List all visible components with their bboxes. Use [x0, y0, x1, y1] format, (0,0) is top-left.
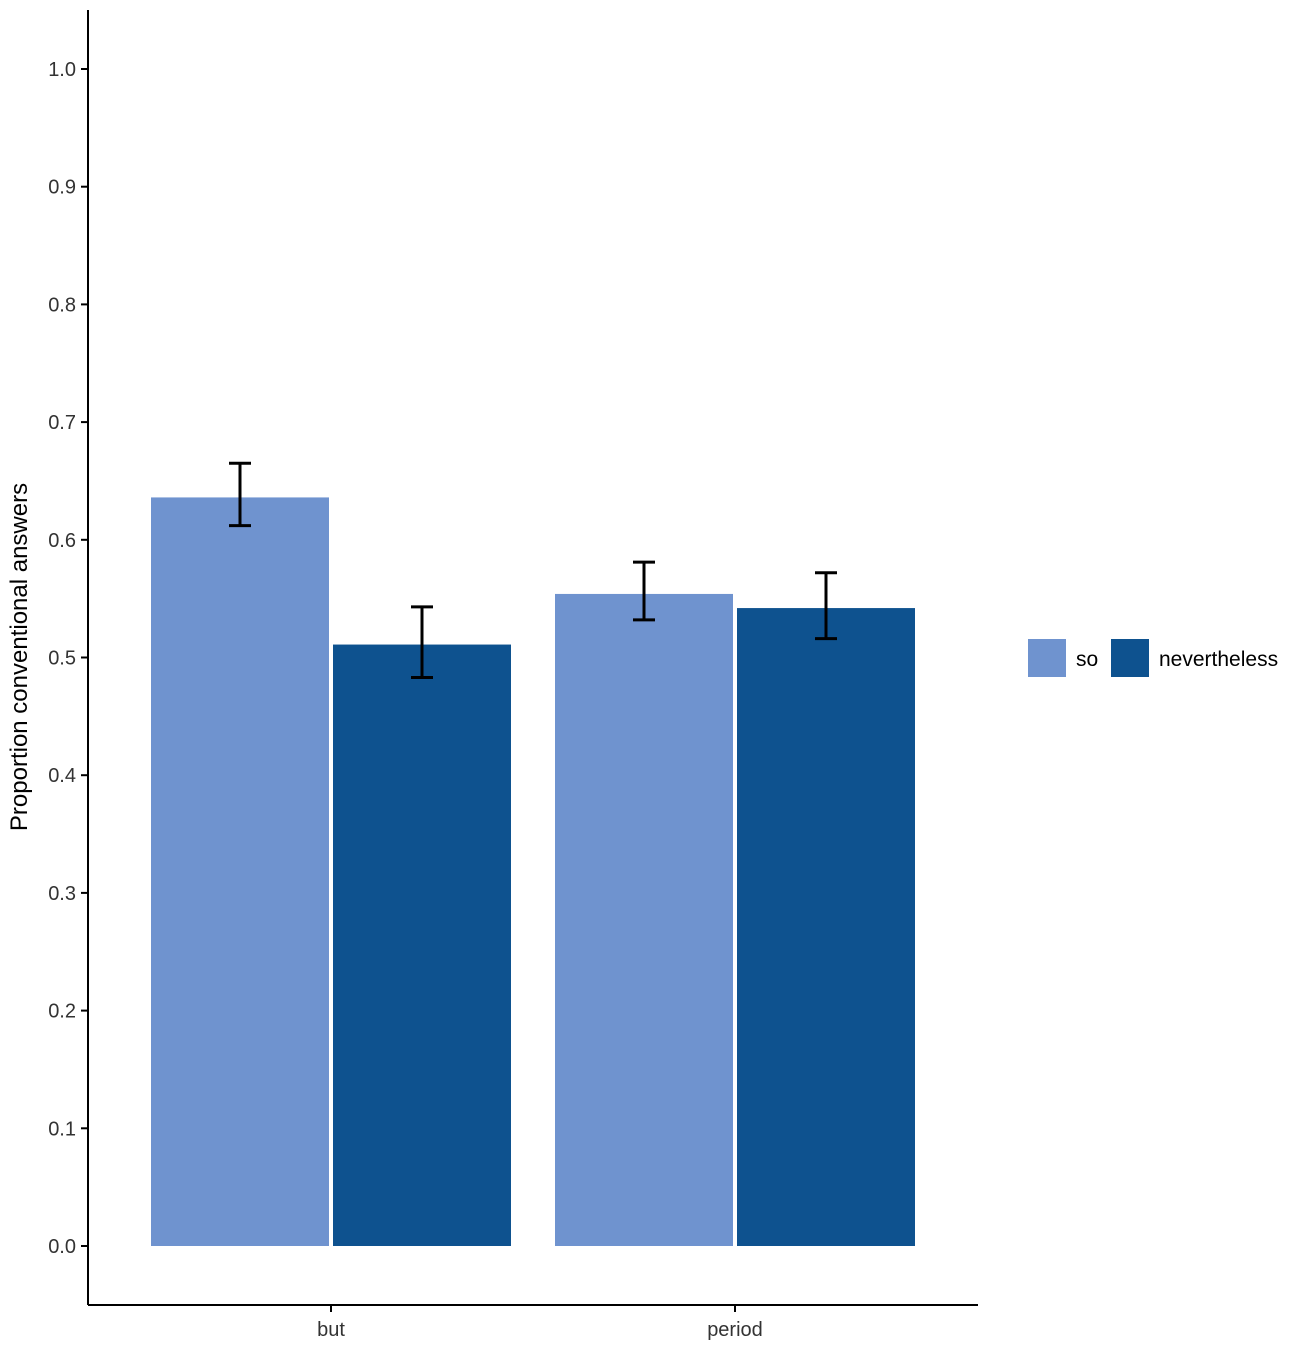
error-bar-nevertheless-period: [815, 571, 837, 641]
y-axis: 0.0 0.1 0.2 0.3 0.4 0.5 0.6 0.7 0.8 0.9 1.0: [48, 10, 89, 1305]
bars: [151, 497, 915, 1247]
y-tick-label: 1.0: [48, 59, 76, 81]
legend-key-so: [1028, 639, 1066, 677]
legend-item-so: so: [1028, 639, 1098, 677]
y-tick-label: 0.8: [48, 294, 76, 316]
y-tick-label: 0.3: [48, 883, 76, 905]
y-tick-label: 0.2: [48, 1001, 76, 1023]
x-axis: but period: [88, 1304, 978, 1341]
x-tick-label: period: [707, 1319, 763, 1341]
error-bars: [229, 461, 837, 680]
y-tick-label: 0.0: [48, 1236, 76, 1258]
y-tick-label: 0.9: [48, 177, 76, 199]
bar-nevertheless-period: [737, 608, 915, 1246]
legend-item-nevertheless: nevertheless: [1111, 639, 1278, 677]
legend: so nevertheless: [1028, 639, 1278, 677]
bar-nevertheless-but: [333, 644, 511, 1246]
y-tick-label: 0.7: [48, 412, 76, 434]
legend-key-nevertheless: [1111, 639, 1149, 677]
y-tick-label: 0.1: [48, 1118, 76, 1140]
bar-so-period: [555, 593, 733, 1246]
y-axis-title: Proportion conventional answers: [6, 483, 33, 831]
error-bar-nevertheless-but: [411, 605, 433, 680]
x-tick-label: but: [317, 1319, 345, 1341]
error-bar-so-period: [633, 560, 655, 622]
bar-so-but: [151, 497, 329, 1247]
y-tick-label: 0.6: [48, 530, 76, 552]
y-tick-label: 0.4: [48, 765, 76, 787]
legend-label-so: so: [1076, 648, 1098, 671]
legend-label-nevertheless: nevertheless: [1159, 648, 1278, 671]
y-tick-label: 0.5: [48, 648, 76, 670]
error-bar-so-but: [229, 461, 251, 528]
